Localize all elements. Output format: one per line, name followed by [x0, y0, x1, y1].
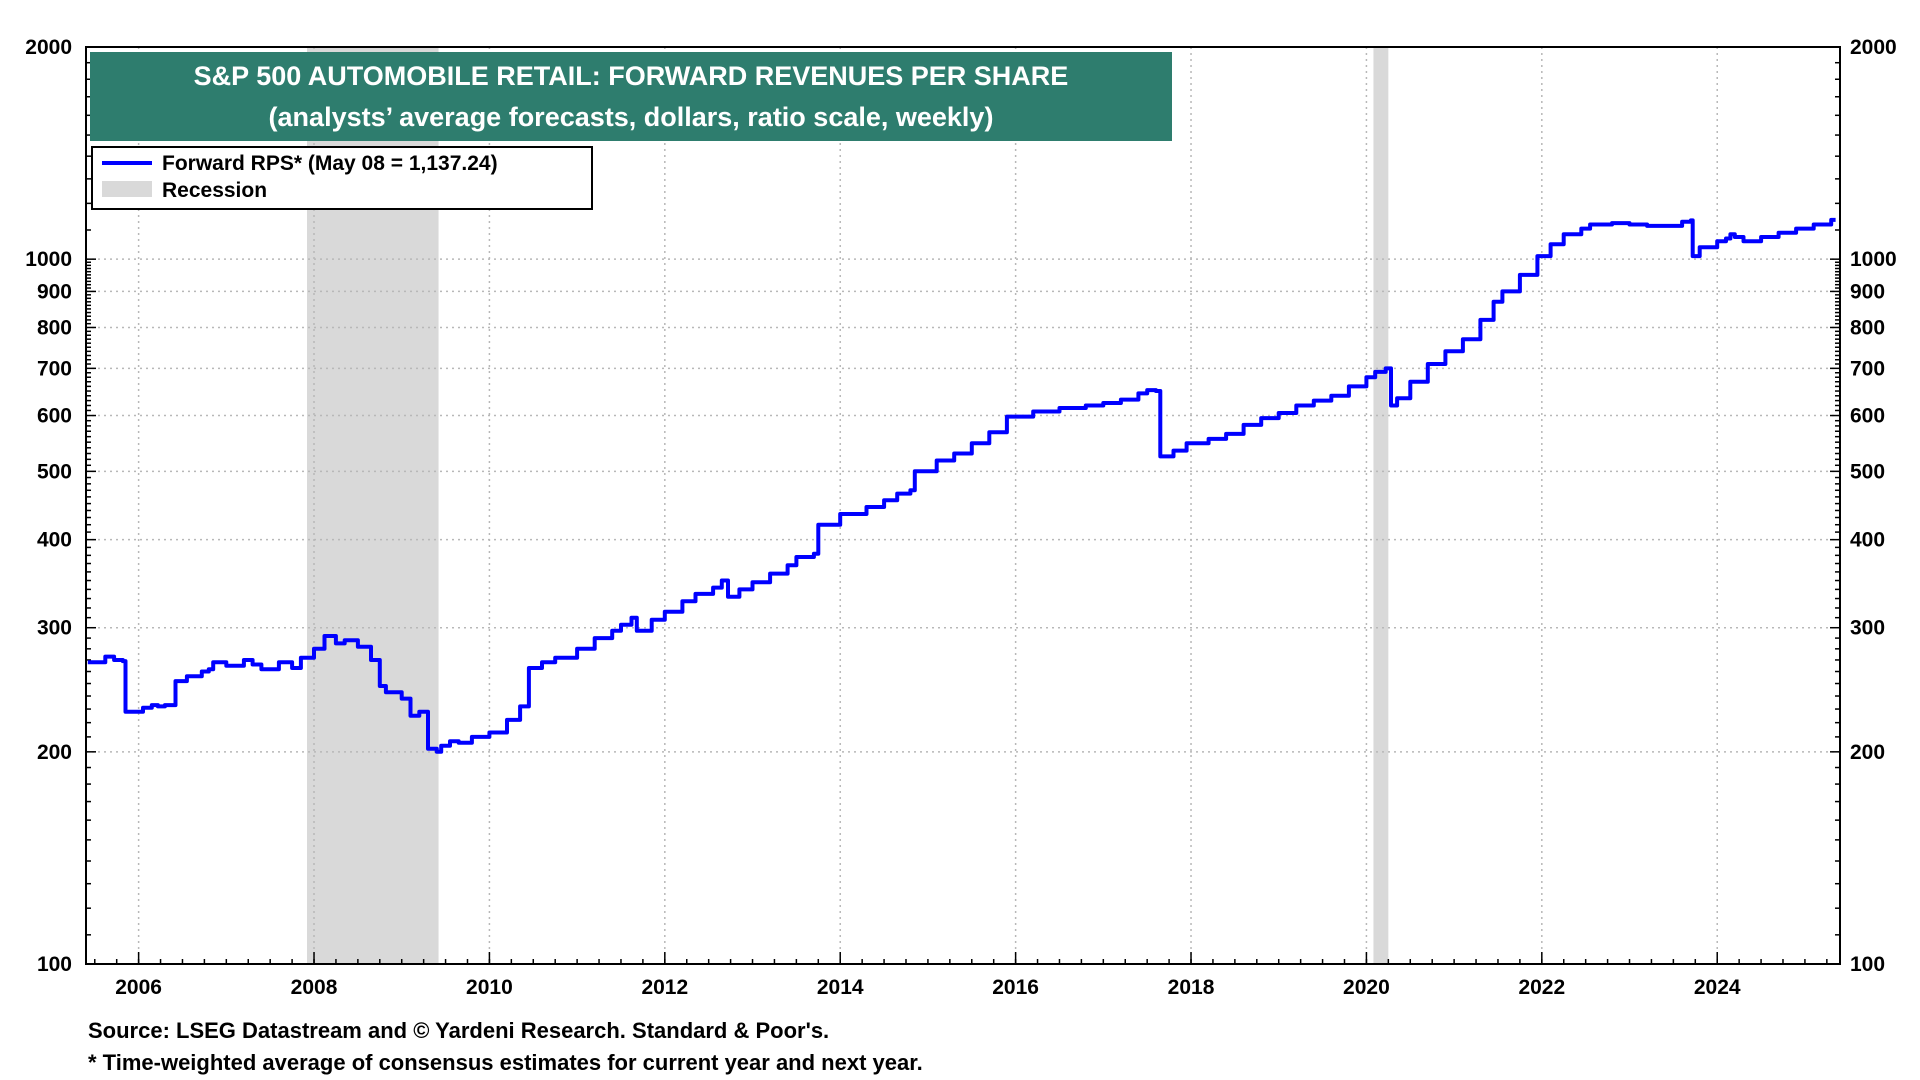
y-tick-label-right: 1000 — [1850, 248, 1897, 271]
y-tick-label-left: 800 — [37, 316, 72, 339]
x-tick-label: 2016 — [992, 976, 1039, 999]
legend-label-forward-rps: Forward RPS* (May 08 = 1,137.24) — [162, 152, 498, 175]
footnote-note: * Time-weighted average of consensus est… — [88, 1050, 923, 1075]
series-line-forward-rps — [87, 217, 1836, 754]
y-tick-label-left: 100 — [37, 953, 72, 976]
y-tick-label-left: 400 — [37, 529, 72, 552]
series-layer — [87, 217, 1836, 754]
recession-band — [1373, 47, 1389, 964]
x-tick-label: 2022 — [1518, 976, 1565, 999]
y-tick-label-right: 300 — [1850, 617, 1885, 640]
y-tick-label-right: 600 — [1850, 405, 1885, 428]
x-tick-label: 2014 — [817, 976, 864, 999]
y-tick-label-right: 800 — [1850, 316, 1885, 339]
x-tick-label: 2012 — [641, 976, 688, 999]
plot-frame-border — [85, 46, 1841, 965]
legend-band-swatch — [102, 181, 152, 197]
y-tick-label-right: 500 — [1850, 460, 1885, 483]
x-tick-label: 2020 — [1343, 976, 1390, 999]
y-tick-label-left: 200 — [37, 741, 72, 764]
source-note: Source: LSEG Datastream and © Yardeni Re… — [88, 1018, 830, 1043]
chart-subtitle: (analysts’ average forecasts, dollars, r… — [269, 102, 994, 132]
y-tick-label-left: 900 — [37, 280, 72, 303]
y-tick-label-right: 700 — [1850, 357, 1885, 380]
title-box: S&P 500 AUTOMOBILE RETAIL: FORWARD REVEN… — [90, 52, 1172, 141]
x-tick-label: 2018 — [1168, 976, 1215, 999]
y-tick-label-right: 2000 — [1850, 36, 1897, 59]
x-tick-label: 2024 — [1694, 976, 1741, 999]
y-tick-label-left: 300 — [37, 617, 72, 640]
y-tick-label-right: 400 — [1850, 529, 1885, 552]
legend: Forward RPS* (May 08 = 1,137.24) Recessi… — [91, 146, 593, 210]
x-tick-label: 2006 — [115, 976, 162, 999]
y-tick-label-left: 500 — [37, 460, 72, 483]
y-tick-label-right: 200 — [1850, 741, 1885, 764]
y-tick-label-left: 600 — [37, 405, 72, 428]
y-tick-label-left: 2000 — [25, 36, 72, 59]
y-tick-label-left: 700 — [37, 357, 72, 380]
y-tick-label-right: 900 — [1850, 280, 1885, 303]
x-tick-label: 2008 — [291, 976, 338, 999]
axis-ticks: 100 100 200 200 300 300 400 400 500 500 600 600 700 7… — [25, 36, 1896, 999]
chart-title: S&P 500 AUTOMOBILE RETAIL: FORWARD REVEN… — [194, 61, 1069, 91]
legend-label-recession: Recession — [162, 179, 267, 202]
plot-area — [85, 46, 1841, 965]
x-tick-label: 2010 — [466, 976, 513, 999]
y-tick-label-left: 1000 — [25, 248, 72, 271]
y-tick-label-right: 100 — [1850, 953, 1885, 976]
gridlines — [86, 47, 1840, 964]
